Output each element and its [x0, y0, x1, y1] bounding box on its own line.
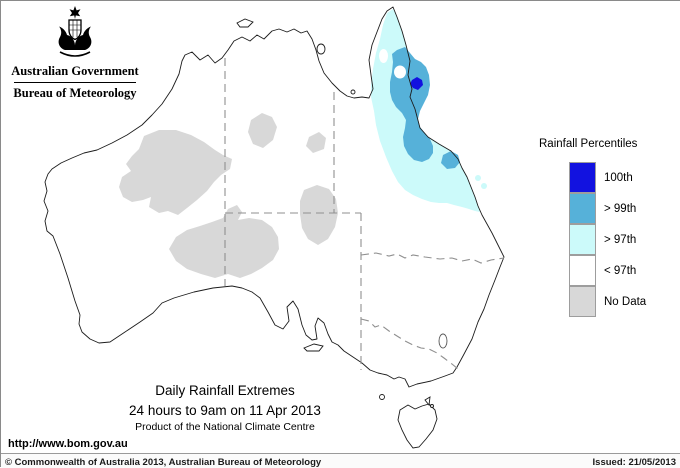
legend-swatch-gt97th: [569, 223, 596, 255]
nodata-blob-nt-small: [306, 132, 326, 153]
legend-label-nodata: No Data: [604, 295, 647, 308]
footer-divider: [1, 453, 680, 454]
footer-bar: [1, 454, 680, 468]
bom-logo-block: Australian Government Bureau of Meteorol…: [9, 5, 141, 101]
cape-barren-island: [430, 404, 434, 408]
legend-swatch-gt99th: [569, 192, 596, 224]
region-gt97th-island-1: [475, 175, 481, 181]
king-island: [379, 394, 385, 400]
government-label: Australian Government: [11, 64, 139, 78]
legend-label-gt99th: > 99th: [604, 202, 637, 215]
region-white-hole-2: [394, 65, 406, 79]
australian-coat-of-arms-icon: [58, 6, 92, 57]
legend-row-100th: 100th: [539, 161, 677, 193]
legend-label-lt97th: < 97th: [604, 264, 637, 277]
nodata-blob-nt-sa: [169, 205, 279, 278]
legend-swatch-100th: [569, 161, 596, 193]
islands: [236, 18, 438, 449]
map-period: 24 hours to 9am on 11 Apr 2013: [129, 403, 321, 418]
copyright-text: © Commonwealth of Australia 2013, Austra…: [5, 457, 322, 468]
legend-row-lt97th: < 97th: [539, 254, 677, 286]
legend-row-nodata: No Data: [539, 285, 677, 317]
legend-row-gt99th: > 99th: [539, 192, 677, 224]
act-border: [438, 333, 448, 349]
region-100th: [410, 77, 423, 90]
legend-swatch-nodata: [569, 285, 596, 317]
region-gt97th-island-2: [481, 183, 487, 189]
nodata-blob-wa-interior: [119, 130, 232, 215]
mainland-coastline: [43, 6, 505, 388]
border-nsw-vic-murray: [360, 318, 459, 370]
mornington-island: [350, 89, 356, 95]
issued-date: Issued: 21/05/2013: [592, 457, 676, 468]
legend-label-gt97th: > 97th: [604, 233, 637, 246]
tasmania: [397, 403, 438, 449]
tiwi-islands: [236, 18, 254, 28]
rainfall-regions: [371, 9, 487, 212]
groote-eylandt: [316, 43, 326, 55]
border-qld-nsw: [360, 252, 505, 264]
nodata-regions: [119, 113, 338, 278]
logo-divider: [14, 82, 136, 83]
kangaroo-island: [303, 343, 324, 352]
nodata-blob-tanami: [248, 113, 277, 148]
legend-swatch-lt97th: [569, 254, 596, 286]
region-white-hole-1: [379, 49, 388, 63]
rainfall-percentiles-legend: Rainfall Percentiles 100th > 99th > 97th…: [539, 138, 677, 317]
bom-url: http://www.bom.gov.au: [8, 438, 128, 450]
map-product-note: Product of the National Climate Centre: [135, 421, 315, 433]
legend-label-100th: 100th: [604, 171, 633, 184]
bureau-label: Bureau of Meteorology: [13, 86, 137, 100]
flinders-island: [424, 396, 431, 407]
map-title-block: Daily Rainfall Extremes 24 hours to 9am …: [97, 383, 353, 433]
nodata-blob-simpson: [300, 185, 338, 245]
state-borders: [224, 58, 505, 370]
legend-row-gt97th: > 97th: [539, 223, 677, 255]
map-title: Daily Rainfall Extremes: [155, 383, 295, 398]
legend-title: Rainfall Percentiles: [539, 138, 638, 150]
